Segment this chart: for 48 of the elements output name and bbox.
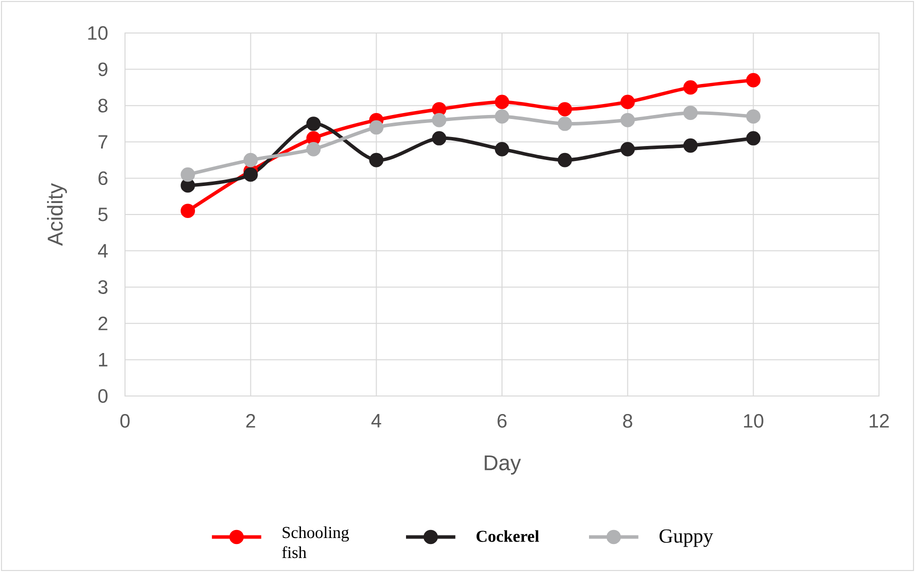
point: [746, 131, 760, 146]
point: [432, 131, 446, 146]
point: [244, 167, 258, 182]
point: [180, 167, 195, 182]
y-tick-label: 10: [88, 26, 108, 40]
x-tick-label: 8: [623, 414, 632, 428]
legend-label: Schooling fish: [282, 526, 349, 558]
point: [620, 142, 635, 156]
y-axis-title: Acidity: [47, 183, 67, 246]
point: [558, 152, 572, 168]
point: [683, 80, 698, 95]
point: [432, 112, 446, 128]
legend-label: Guppy: [660, 529, 714, 547]
point: [558, 102, 572, 116]
x-tick-label: 2: [246, 414, 256, 428]
y-tick-label: 3: [98, 280, 108, 294]
y-tick-label: 4: [98, 244, 108, 258]
point: [369, 152, 384, 168]
y-tick-label: 0: [98, 389, 108, 403]
point: [244, 152, 258, 168]
point: [620, 94, 635, 110]
point: [369, 120, 384, 135]
point: [683, 138, 698, 153]
y-tick-label: 1: [99, 353, 108, 366]
point: [746, 109, 760, 124]
legend-label: Cockerel: [476, 530, 540, 542]
x-axis-title: Day: [484, 455, 521, 475]
y-tick-label: 2: [98, 316, 108, 330]
point: [306, 116, 321, 131]
y-tick-label: 8: [98, 98, 108, 112]
point: [306, 142, 321, 156]
point: [746, 73, 760, 88]
point: [494, 142, 510, 156]
point: [620, 112, 635, 128]
y-tick-label: 9: [98, 62, 108, 76]
x-tick-label: 10: [744, 414, 764, 428]
y-tick-label: 5: [98, 208, 108, 222]
x-tick-label: 0: [120, 414, 130, 428]
point: [494, 109, 510, 124]
x-tick-label: 4: [371, 414, 382, 428]
x-tick-label: 6: [498, 414, 507, 428]
point: [180, 204, 195, 218]
point: [683, 106, 698, 120]
y-tick-label: 6: [98, 171, 108, 186]
point: [558, 116, 572, 131]
point: [494, 94, 510, 110]
y-tick-label: 7: [98, 135, 108, 149]
x-tick-label: 12: [870, 414, 889, 428]
